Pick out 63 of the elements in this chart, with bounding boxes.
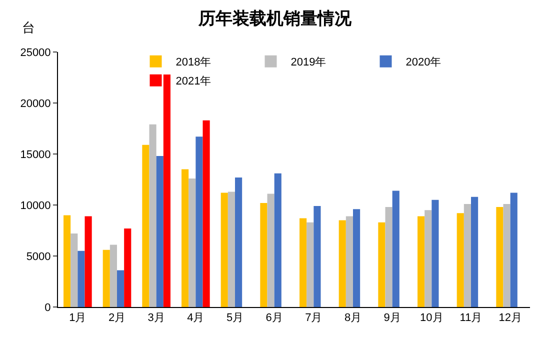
bar bbox=[418, 216, 425, 307]
x-tick-label: 12月 bbox=[498, 312, 522, 324]
x-tick-label: 1月 bbox=[69, 312, 86, 324]
y-tick-label: 20000 bbox=[20, 98, 51, 110]
x-tick-label: 6月 bbox=[266, 312, 283, 324]
bar bbox=[64, 215, 71, 307]
bar bbox=[202, 120, 210, 307]
bar bbox=[78, 250, 85, 307]
bar bbox=[456, 213, 464, 307]
y-axis-title: 台 bbox=[22, 20, 35, 35]
bar bbox=[471, 196, 478, 307]
bar bbox=[84, 216, 92, 307]
bar bbox=[274, 173, 282, 307]
y-tick-label: 25000 bbox=[20, 46, 51, 59]
bar bbox=[110, 244, 117, 307]
bar bbox=[378, 222, 386, 307]
x-tick-label: 4月 bbox=[187, 312, 204, 324]
x-tick-label: 11月 bbox=[460, 312, 482, 324]
bar bbox=[353, 209, 360, 307]
bar bbox=[510, 192, 518, 307]
x-tick-label: 8月 bbox=[344, 312, 362, 324]
bar bbox=[124, 228, 132, 307]
x-tick-label: 2月 bbox=[108, 312, 126, 324]
bar bbox=[228, 192, 235, 307]
bar bbox=[267, 194, 274, 307]
bar bbox=[464, 204, 471, 307]
y-tick-label: 10000 bbox=[20, 200, 51, 212]
bar bbox=[117, 270, 124, 307]
x-tick-label: 10月 bbox=[420, 312, 444, 324]
bar bbox=[496, 207, 504, 307]
bar bbox=[188, 178, 196, 307]
bar bbox=[142, 144, 150, 307]
bar bbox=[156, 156, 164, 307]
bar bbox=[306, 222, 314, 307]
bar bbox=[220, 192, 228, 307]
bar bbox=[392, 190, 400, 307]
bar bbox=[70, 234, 78, 307]
bar bbox=[300, 218, 307, 307]
bar bbox=[432, 200, 439, 307]
chart-title: 历年装载机销量情况 bbox=[198, 8, 352, 28]
x-tick-label: 5月 bbox=[226, 312, 244, 324]
bar bbox=[346, 216, 353, 307]
bar bbox=[503, 204, 510, 307]
legend-label: 2021年 bbox=[176, 76, 212, 88]
y-tick-label: 5000 bbox=[26, 250, 51, 263]
x-tick-label: 3月 bbox=[148, 312, 165, 324]
bar bbox=[196, 136, 203, 307]
legend-label: 2020年 bbox=[406, 56, 442, 69]
bar bbox=[385, 207, 392, 307]
bar bbox=[260, 202, 268, 307]
bar bbox=[314, 206, 321, 307]
bar bbox=[338, 220, 346, 307]
x-tick-label: 7月 bbox=[305, 312, 322, 324]
bar bbox=[424, 210, 432, 307]
bar bbox=[149, 124, 156, 307]
bar bbox=[102, 250, 110, 307]
y-tick-label: 15000 bbox=[20, 148, 51, 161]
x-tick-label: 9月 bbox=[384, 312, 401, 324]
y-tick-label: 0 bbox=[44, 302, 51, 314]
legend-label: 2019年 bbox=[290, 56, 326, 69]
bar bbox=[182, 169, 189, 307]
legend-label: 2018年 bbox=[176, 56, 212, 69]
bar bbox=[235, 177, 242, 307]
